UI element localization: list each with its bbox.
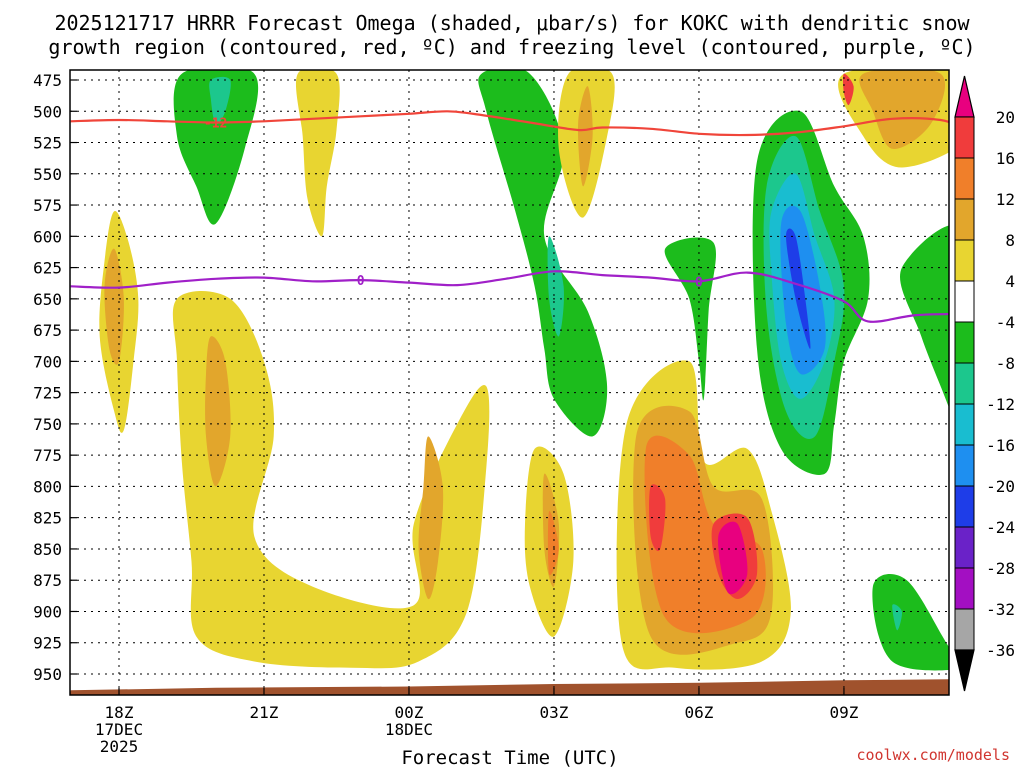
omega-region-1 xyxy=(104,248,124,365)
y-tick-label-700: 700 xyxy=(33,352,62,371)
isotherm_minus12-label-0: -12 xyxy=(204,117,227,132)
y-tick-label-550: 550 xyxy=(33,165,62,184)
y-tick-label-850: 850 xyxy=(33,540,62,559)
omega-region-7 xyxy=(418,436,444,600)
colorbar-label-8: -16 xyxy=(986,436,1015,455)
colorbar-band-9 xyxy=(954,485,975,528)
isotherm_zero-label-0: 0 xyxy=(357,274,365,289)
x-tick-label-0-0: 18Z xyxy=(105,703,134,722)
omega-region-30 xyxy=(900,225,949,408)
omega-region-26 xyxy=(786,228,811,349)
colorbar-band-12 xyxy=(954,608,975,651)
chart-title-line2: growth region (contoured, red, ºC) and f… xyxy=(48,35,975,59)
y-tick-label-625: 625 xyxy=(33,259,62,278)
x-tick-label-0-1: 17DEC xyxy=(95,720,143,739)
plot-frame xyxy=(69,69,950,696)
colorbar-band-10 xyxy=(954,526,975,569)
y-tick-label-650: 650 xyxy=(33,290,62,309)
colorbar-band-4 xyxy=(954,280,975,323)
omega-region-14 xyxy=(547,511,559,576)
colorbar-bottom-arrow xyxy=(954,649,975,692)
omega-region-29 xyxy=(842,73,854,106)
isotherm_zero-line xyxy=(70,270,949,323)
y-tick-label-900: 900 xyxy=(33,602,62,621)
terrain-surface xyxy=(70,679,949,695)
colorbar-band-8 xyxy=(954,444,975,487)
colorbar-label-2: 12 xyxy=(996,190,1015,209)
colorbar-label-13: -36 xyxy=(986,641,1015,660)
y-tick-label-800: 800 xyxy=(33,477,62,496)
isotherm_minus12-line xyxy=(70,110,949,137)
omega-region-19 xyxy=(649,484,666,552)
x-axis-label: Forecast Time (UTC) xyxy=(401,747,618,768)
y-tick-label-675: 675 xyxy=(33,321,62,340)
y-tick-label-875: 875 xyxy=(33,571,62,590)
x-tick-label-4-0: 06Z xyxy=(685,703,714,722)
y-axis: 475 500 525 550 575 600 625 650 675 700 725 750 775 8… xyxy=(33,71,77,684)
colorbar-label-7: -12 xyxy=(986,395,1015,414)
omega-region-28 xyxy=(859,70,945,149)
chart-title-line1: 2025121717 HRRR Forecast Omega (shaded, … xyxy=(54,11,970,35)
colorbar: 20 16 12 8 4 -4 -8 -12 -16 -20 -24 -28 -32 -36 xyxy=(954,75,1015,692)
colorbar-band-6 xyxy=(954,362,975,405)
y-tick-label-475: 475 xyxy=(33,71,62,90)
colorbar-label-11: -28 xyxy=(986,559,1015,578)
colorbar-label-12: -32 xyxy=(986,600,1015,619)
colorbar-band-0 xyxy=(954,116,975,159)
omega-region-6 xyxy=(205,336,231,487)
omega-region-21 xyxy=(718,521,748,595)
x-tick-label-3-0: 03Z xyxy=(540,703,569,722)
y-tick-label-925: 925 xyxy=(33,634,62,653)
colorbar-label-1: 16 xyxy=(996,149,1015,168)
y-tick-label-950: 950 xyxy=(33,665,62,684)
colorbar-label-4: 4 xyxy=(1005,272,1015,291)
omega-region-5 xyxy=(172,291,490,669)
colorbar-top-arrow xyxy=(954,75,975,118)
y-tick-label-725: 725 xyxy=(33,384,62,403)
x-tick-label-2-1: 18DEC xyxy=(385,720,433,739)
omega-region-31 xyxy=(872,574,949,671)
colorbar-label-5: -4 xyxy=(996,313,1015,332)
x-tick-label-2-0: 00Z xyxy=(395,703,424,722)
x-tick-label-1-0: 21Z xyxy=(250,703,279,722)
colorbar-label-6: -8 xyxy=(996,354,1015,373)
colorbar-band-2 xyxy=(954,198,975,241)
colorbar-band-3 xyxy=(954,239,975,282)
isotherm-layer: -12 0 0 xyxy=(70,110,949,323)
omega-region-9 xyxy=(547,236,564,337)
y-tick-label-575: 575 xyxy=(33,196,62,215)
omega-region-2 xyxy=(173,70,259,225)
isotherm_zero-label-1: 0 xyxy=(695,275,703,290)
y-tick-label-775: 775 xyxy=(33,446,62,465)
omega-region-3 xyxy=(209,76,231,125)
credit-text: coolwx.com/models xyxy=(856,746,1010,764)
omega-region-4 xyxy=(295,70,340,237)
y-tick-label-500: 500 xyxy=(33,102,62,121)
colorbar-label-9: -20 xyxy=(986,477,1015,496)
y-tick-label-825: 825 xyxy=(33,509,62,528)
omega-region-32 xyxy=(892,604,903,631)
colorbar-label-10: -24 xyxy=(986,518,1015,537)
colorbar-band-1 xyxy=(954,157,975,200)
y-tick-label-525: 525 xyxy=(33,134,62,153)
terrain-layer xyxy=(70,679,949,695)
omega-region-8 xyxy=(478,70,608,437)
omega-shading-layer xyxy=(99,70,949,671)
y-tick-label-750: 750 xyxy=(33,415,62,434)
colorbar-band-5 xyxy=(954,321,975,364)
colorbar-label-0: 20 xyxy=(996,108,1015,127)
colorbar-label-3: 8 xyxy=(1005,231,1015,250)
colorbar-band-7 xyxy=(954,403,975,446)
omega-region-15 xyxy=(664,237,716,401)
x-tick-label-5-0: 09Z xyxy=(829,703,858,722)
y-tick-label-600: 600 xyxy=(33,227,62,246)
x-tick-label-0-2: 2025 xyxy=(100,737,139,756)
colorbar-band-11 xyxy=(954,567,975,610)
